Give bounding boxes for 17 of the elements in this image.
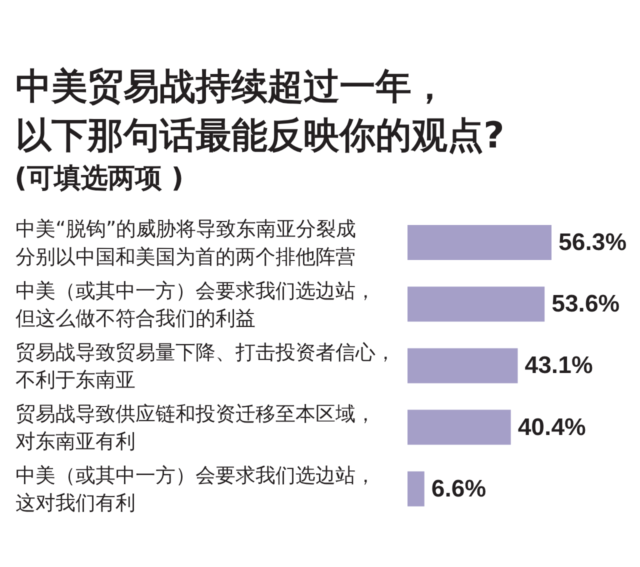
y-tick-label: 中美“脱钩”的威胁将导致东南亚分裂成分别以中国和美国为首的两个排他阵营 [16, 216, 356, 268]
bar [408, 348, 518, 384]
data-label: 6.6% [431, 475, 486, 502]
text: (可填选两项 ) [14, 163, 184, 194]
data-label: 53.6% [552, 290, 620, 318]
chart-title: 中美贸易战持续超过一年，以下那句话最能反映你的观点? [16, 66, 504, 157]
y-tick-label: 贸易战导致贸易量下降、打击投资者信心，不利于东南亚 [16, 340, 396, 392]
y-tick-label: 中美（或其中一方）会要求我们选边站，这对我们有利 [16, 463, 376, 515]
bar [408, 471, 424, 506]
bar [408, 225, 552, 260]
data-label: 56.3% [558, 229, 627, 256]
bar [408, 410, 511, 445]
data-label: 40.4% [518, 414, 586, 441]
y-tick-label: 中美（或其中一方）会要求我们选边站，但这么做不符合我们的利益 [16, 278, 376, 330]
y-tick-label: 贸易战导致供应链和投资迁移至本区域，对东南亚有利 [16, 402, 376, 454]
bar [408, 286, 545, 322]
data-label: 43.1% [524, 352, 593, 380]
